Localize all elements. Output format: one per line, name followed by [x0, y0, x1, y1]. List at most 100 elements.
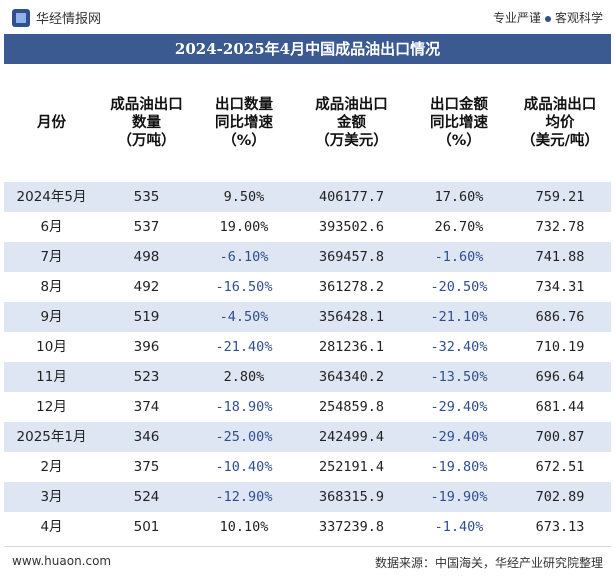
- table-cell: 2.80%: [223, 369, 265, 385]
- table-cell: 2月: [40, 459, 63, 475]
- table-cell: 254859.8: [318, 399, 385, 415]
- table-cell: 10.10%: [219, 519, 269, 535]
- table-cell: 524: [133, 489, 160, 505]
- table-cell: 12月: [36, 399, 67, 415]
- table-cell: 537: [133, 219, 160, 235]
- column-header-3: 成品油出口 金额 （万美元）: [315, 97, 388, 149]
- table-body: 2024年5月 535 9.50% 406177.7 17.60% 759.21 6月 537…: [4, 182, 611, 542]
- table-cell: -19.80%: [430, 459, 488, 475]
- table-cell: -21.10%: [430, 309, 488, 325]
- table-cell: -1.40%: [434, 519, 484, 535]
- table-cell: 406177.7: [318, 189, 385, 205]
- table-cell: -32.40%: [430, 339, 488, 355]
- table-cell: -16.50%: [215, 279, 273, 295]
- table-cell: 498: [133, 249, 160, 265]
- table-cell: 741.88: [535, 249, 585, 265]
- table-cell: 396: [133, 339, 160, 355]
- table-cell: 732.78: [535, 219, 585, 235]
- column-header-2: 出口数量 同比增速 （%）: [215, 97, 273, 149]
- table-cell: -20.50%: [430, 279, 488, 295]
- table-header: 月份 成品油出口 数量 （万吨） 出口数量 同比增速 （%） 成品油出口 金额 （万美…: [4, 64, 611, 182]
- table-cell: -29.40%: [430, 399, 488, 415]
- table-cell: -1.60%: [434, 249, 484, 265]
- table-cell: 374: [133, 399, 160, 415]
- table-cell: 393502.6: [318, 219, 385, 235]
- table-row: 2025年1月 346 -25.00% 242499.4 -29.40% 700.87: [4, 422, 611, 452]
- table-cell: 10月: [36, 339, 67, 355]
- table-cell: -6.10%: [219, 249, 269, 265]
- table-title: 2024-2025年4月中国成品油出口情况: [4, 34, 611, 64]
- table-cell: 700.87: [535, 429, 585, 445]
- table-cell: 281236.1: [318, 339, 385, 355]
- table-cell: 4月: [40, 519, 63, 535]
- tagline-left: 专业严谨: [492, 11, 541, 25]
- table-row: 10月 396 -21.40% 281236.1 -32.40% 710.19: [4, 332, 611, 362]
- table-cell: 356428.1: [318, 309, 385, 325]
- table-cell: 7月: [40, 249, 63, 265]
- table-cell: 368315.9: [318, 489, 385, 505]
- table-cell: 702.89: [535, 489, 585, 505]
- table-cell: 9.50%: [223, 189, 265, 205]
- table-cell: -10.40%: [215, 459, 273, 475]
- column-header-4: 出口金额 同比增速 （%）: [430, 97, 488, 149]
- dot-separator-icon: [544, 15, 551, 22]
- table-cell: 535: [133, 189, 160, 205]
- column-header-1: 成品油出口 数量 （万吨）: [110, 97, 183, 149]
- table-cell: 364340.2: [318, 369, 385, 385]
- brand-name: 华经情报网: [36, 12, 102, 27]
- table-cell: -18.90%: [215, 399, 273, 415]
- table-cell: 696.64: [535, 369, 585, 385]
- footer-data-source: 数据来源：中国海关，华经产业研究院整理: [374, 556, 603, 570]
- table-cell: -25.00%: [215, 429, 273, 445]
- table-cell: 759.21: [535, 189, 585, 205]
- table-cell: 672.51: [535, 459, 585, 475]
- table-cell: -19.90%: [430, 489, 488, 505]
- table-row: 2月 375 -10.40% 252191.4 -19.80% 672.51: [4, 452, 611, 482]
- table-row: 6月 537 19.00% 393502.6 26.70% 732.78: [4, 212, 611, 242]
- table-cell: 19.00%: [219, 219, 269, 235]
- table-cell: 501: [133, 519, 160, 535]
- table-cell: 3月: [40, 489, 63, 505]
- table-cell: 346: [133, 429, 160, 445]
- column-header-5: 成品油出口 均价 （美元/吨）: [521, 97, 599, 149]
- table-cell: 9月: [40, 309, 63, 325]
- table-cell: 369457.8: [318, 249, 385, 265]
- table-cell: 523: [133, 369, 160, 385]
- table-cell: 6月: [40, 219, 63, 235]
- table-cell: 2024年5月: [16, 189, 87, 205]
- table-cell: 17.60%: [434, 189, 484, 205]
- tagline: 专业严谨 客观科学: [493, 9, 603, 26]
- table-cell: 337239.8: [318, 519, 385, 535]
- table-cell: -21.40%: [215, 339, 273, 355]
- table-row: 2024年5月 535 9.50% 406177.7 17.60% 759.21: [4, 182, 611, 212]
- table-cell: 734.31: [535, 279, 585, 295]
- tagline-right: 客观科学: [554, 11, 603, 25]
- table-row: 8月 492 -16.50% 361278.2 -20.50% 734.31: [4, 272, 611, 302]
- table-cell: 361278.2: [318, 279, 385, 295]
- table-cell: -4.50%: [219, 309, 269, 325]
- table-cell: 8月: [40, 279, 63, 295]
- footer: www.huaon.com 数据来源：中国海关，华经产业研究院整理: [4, 546, 611, 577]
- table-cell: 710.19: [535, 339, 585, 355]
- table-cell: 252191.4: [318, 459, 385, 475]
- table-row: 9月 519 -4.50% 356428.1 -21.10% 686.76: [4, 302, 611, 332]
- table-cell: 375: [133, 459, 160, 475]
- table-row: 4月 501 10.10% 337239.8 -1.40% 673.13: [4, 512, 611, 542]
- table-cell: 11月: [36, 369, 67, 385]
- table-cell: 2025年1月: [16, 429, 87, 445]
- table-row: 7月 498 -6.10% 369457.8 -1.60% 741.88: [4, 242, 611, 272]
- table-cell: 686.76: [535, 309, 585, 325]
- brand: 华经情报网: [12, 8, 101, 27]
- table-row: 11月 523 2.80% 364340.2 -13.50% 696.64: [4, 362, 611, 392]
- table-cell: 681.44: [535, 399, 585, 415]
- table-cell: 673.13: [535, 519, 585, 535]
- footer-site-url: www.huaon.com: [12, 554, 112, 568]
- huajing-logo-icon: [12, 8, 30, 27]
- table-cell: -13.50%: [430, 369, 488, 385]
- data-table: 月份 成品油出口 数量 （万吨） 出口数量 同比增速 （%） 成品油出口 金额 （万美…: [4, 64, 611, 542]
- column-header-0: 月份: [37, 115, 66, 131]
- table-cell: 492: [133, 279, 160, 295]
- table-cell: 26.70%: [434, 219, 484, 235]
- table-cell: -12.90%: [215, 489, 273, 505]
- table-row: 3月 524 -12.90% 368315.9 -19.90% 702.89: [4, 482, 611, 512]
